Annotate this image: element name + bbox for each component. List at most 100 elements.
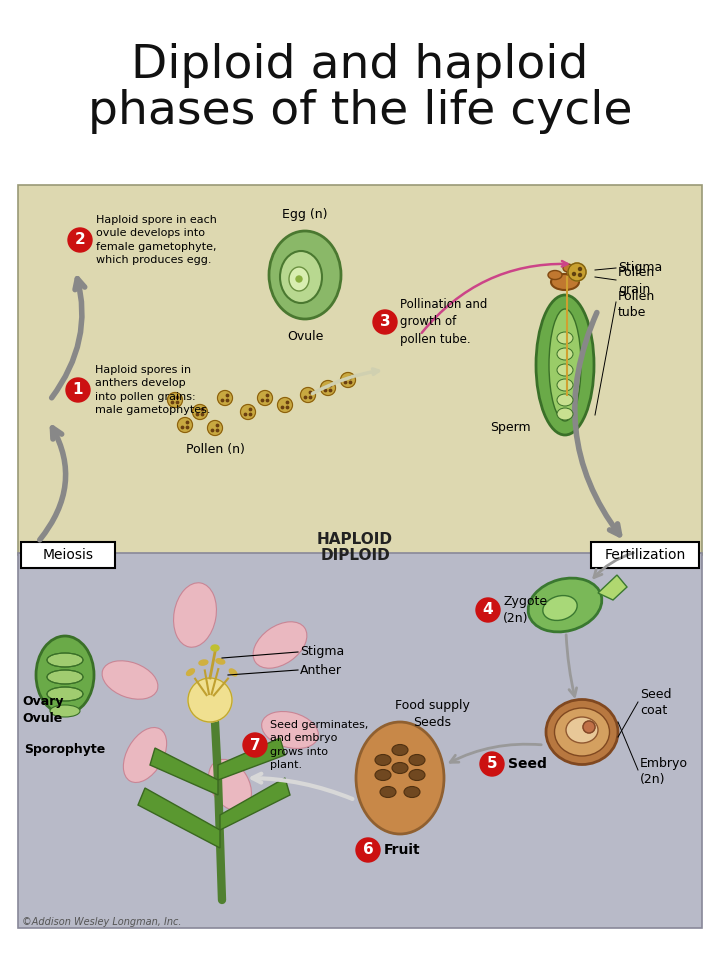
Circle shape bbox=[480, 752, 504, 776]
Circle shape bbox=[221, 399, 224, 401]
Circle shape bbox=[310, 396, 312, 398]
Circle shape bbox=[207, 420, 222, 436]
Ellipse shape bbox=[47, 687, 83, 701]
Text: Diploid and haploid: Diploid and haploid bbox=[131, 42, 589, 87]
Text: Food supply: Food supply bbox=[395, 699, 469, 711]
Circle shape bbox=[240, 404, 256, 420]
Text: 4: 4 bbox=[482, 603, 493, 617]
Text: ©Addison Wesley Longman, Inc.: ©Addison Wesley Longman, Inc. bbox=[22, 917, 181, 927]
Text: Anther: Anther bbox=[300, 663, 342, 677]
Circle shape bbox=[287, 406, 289, 409]
Circle shape bbox=[216, 429, 219, 432]
Circle shape bbox=[226, 395, 229, 396]
Text: 3: 3 bbox=[379, 315, 390, 329]
Circle shape bbox=[572, 273, 575, 276]
Circle shape bbox=[244, 414, 247, 416]
Text: Embryo
(2n): Embryo (2n) bbox=[640, 757, 688, 786]
Ellipse shape bbox=[269, 231, 341, 319]
Text: Pollen (n): Pollen (n) bbox=[186, 444, 244, 457]
Ellipse shape bbox=[557, 408, 573, 420]
Text: Seed germinates,
and embryo
grows into
plant.: Seed germinates, and embryo grows into p… bbox=[270, 720, 369, 770]
Ellipse shape bbox=[380, 786, 396, 798]
Circle shape bbox=[168, 393, 182, 407]
Text: Seed
coat: Seed coat bbox=[640, 687, 672, 716]
Ellipse shape bbox=[280, 251, 322, 303]
Ellipse shape bbox=[563, 264, 573, 272]
Ellipse shape bbox=[375, 755, 391, 765]
Ellipse shape bbox=[47, 670, 83, 684]
Circle shape bbox=[243, 733, 267, 757]
Circle shape bbox=[356, 838, 380, 862]
Circle shape bbox=[197, 414, 199, 416]
Circle shape bbox=[202, 408, 204, 411]
Circle shape bbox=[258, 391, 272, 405]
Text: Egg (n): Egg (n) bbox=[282, 208, 328, 221]
Bar bbox=[18, 185, 702, 555]
Circle shape bbox=[373, 310, 397, 334]
Ellipse shape bbox=[557, 379, 573, 391]
Text: Stigma: Stigma bbox=[300, 645, 344, 659]
Circle shape bbox=[249, 414, 252, 416]
Text: Sperm: Sperm bbox=[490, 421, 531, 435]
Text: DIPLOID: DIPLOID bbox=[320, 547, 390, 563]
Circle shape bbox=[277, 397, 292, 413]
Circle shape bbox=[349, 376, 351, 378]
Circle shape bbox=[344, 381, 347, 384]
Circle shape bbox=[186, 421, 189, 423]
Ellipse shape bbox=[548, 271, 562, 279]
Ellipse shape bbox=[216, 659, 225, 664]
Text: Pollen
grain: Pollen grain bbox=[618, 267, 655, 296]
Ellipse shape bbox=[549, 309, 581, 421]
Polygon shape bbox=[218, 738, 285, 780]
Circle shape bbox=[329, 390, 332, 392]
Ellipse shape bbox=[546, 700, 618, 764]
Polygon shape bbox=[598, 575, 627, 600]
Circle shape bbox=[310, 392, 312, 394]
Ellipse shape bbox=[230, 669, 237, 676]
Circle shape bbox=[226, 399, 229, 401]
Circle shape bbox=[282, 406, 284, 409]
Circle shape bbox=[349, 381, 351, 384]
Ellipse shape bbox=[554, 708, 610, 756]
Circle shape bbox=[320, 380, 336, 396]
Text: 7: 7 bbox=[250, 737, 261, 753]
Circle shape bbox=[186, 426, 189, 429]
Circle shape bbox=[296, 276, 302, 282]
Circle shape bbox=[305, 396, 307, 398]
Circle shape bbox=[266, 395, 269, 396]
Circle shape bbox=[211, 429, 214, 432]
Text: Haploid spores in
anthers develop
into pollen grains:
male gametophytes.: Haploid spores in anthers develop into p… bbox=[95, 365, 210, 415]
Ellipse shape bbox=[211, 645, 219, 651]
Circle shape bbox=[261, 399, 264, 401]
Bar bbox=[18, 553, 702, 928]
Circle shape bbox=[266, 399, 269, 401]
Circle shape bbox=[66, 378, 90, 402]
Text: Meiosis: Meiosis bbox=[42, 548, 94, 562]
FancyBboxPatch shape bbox=[591, 542, 699, 568]
Circle shape bbox=[287, 401, 289, 404]
Circle shape bbox=[578, 268, 582, 271]
Circle shape bbox=[216, 424, 219, 426]
Text: Haploid spore in each
ovule develops into
female gametophyte,
which produces egg: Haploid spore in each ovule develops int… bbox=[96, 215, 217, 265]
Text: Pollination and
growth of
pollen tube.: Pollination and growth of pollen tube. bbox=[400, 299, 487, 346]
Circle shape bbox=[178, 418, 192, 433]
Circle shape bbox=[578, 274, 582, 276]
Ellipse shape bbox=[392, 745, 408, 756]
Text: Fertilization: Fertilization bbox=[604, 548, 685, 562]
Circle shape bbox=[249, 408, 252, 411]
FancyBboxPatch shape bbox=[21, 542, 115, 568]
Ellipse shape bbox=[253, 622, 307, 668]
Text: Ovary: Ovary bbox=[22, 695, 63, 708]
Ellipse shape bbox=[261, 711, 318, 749]
Text: 1: 1 bbox=[73, 382, 84, 397]
Ellipse shape bbox=[557, 348, 573, 360]
Text: Ovule: Ovule bbox=[22, 711, 62, 725]
Text: Pollen
tube: Pollen tube bbox=[618, 290, 655, 319]
Text: phases of the life cycle: phases of the life cycle bbox=[88, 89, 632, 134]
Ellipse shape bbox=[47, 653, 83, 667]
Polygon shape bbox=[150, 748, 218, 795]
Ellipse shape bbox=[102, 660, 158, 699]
Text: Seed: Seed bbox=[508, 757, 547, 771]
Ellipse shape bbox=[409, 755, 425, 765]
Ellipse shape bbox=[557, 364, 573, 376]
